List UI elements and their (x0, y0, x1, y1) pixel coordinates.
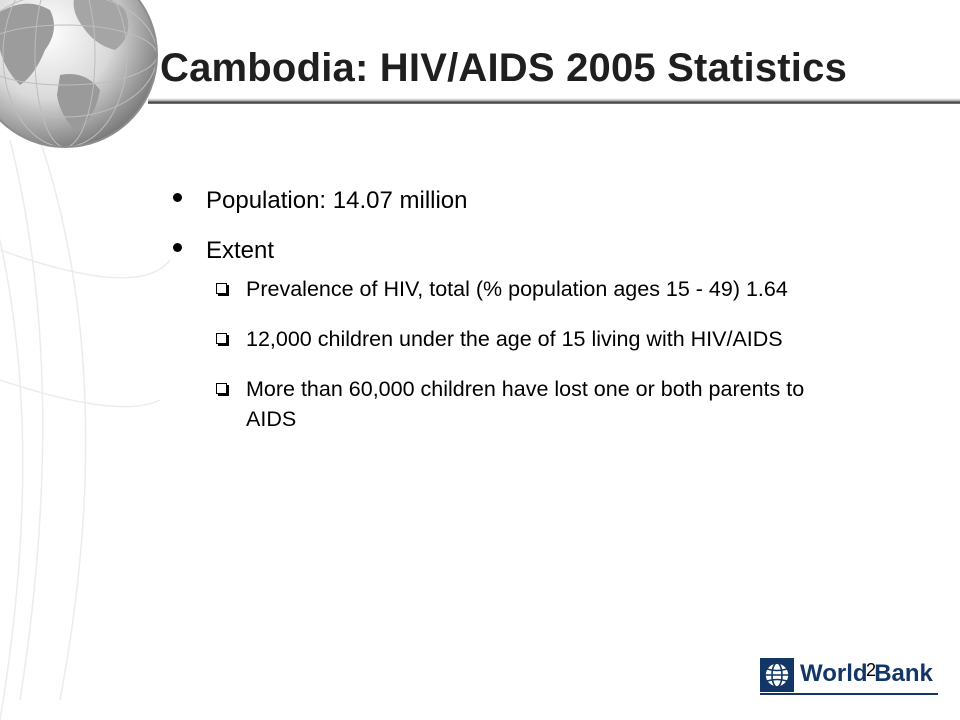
world-bank-logo: World Bank (760, 656, 938, 696)
background-meridian-lines (0, 139, 171, 720)
bullet-list: Population: 14.07 million Extent Prevale… (172, 182, 832, 434)
sub-bullet-text: 12,000 children under the age of 15 livi… (246, 327, 783, 351)
round-bullet-icon (173, 243, 182, 252)
round-bullet-icon (173, 193, 182, 202)
world-bank-logo-icon (760, 658, 794, 692)
logo-text: World Bank (800, 660, 933, 687)
sub-bullet-text: More than 60,000 children have lost one … (246, 377, 805, 431)
logo-underline (760, 693, 938, 695)
sub-bullet-text: Prevalence of HIV, total (% population a… (246, 277, 788, 301)
globe-icon (0, 0, 158, 148)
sub-bullet-item: Prevalence of HIV, total (% population a… (216, 274, 832, 304)
bullet-text: Population: 14.07 million (206, 187, 468, 214)
bullet-item-extent: Extent (172, 232, 832, 270)
slide-title: Cambodia: HIV/AIDS 2005 Statistics (160, 46, 848, 90)
hollow-square-bullet-icon (216, 383, 227, 394)
sub-bullet-list: Prevalence of HIV, total (% population a… (216, 274, 832, 434)
sub-bullet-item: More than 60,000 children have lost one … (216, 374, 832, 434)
hollow-square-bullet-icon (216, 283, 227, 294)
bullet-text: Extent (206, 237, 275, 264)
title-divider (148, 98, 960, 104)
bullet-item-population: Population: 14.07 million (172, 182, 832, 220)
page-number: 2 (866, 660, 877, 680)
sub-bullet-item: 12,000 children under the age of 15 livi… (216, 324, 832, 354)
hollow-square-bullet-icon (216, 333, 227, 344)
